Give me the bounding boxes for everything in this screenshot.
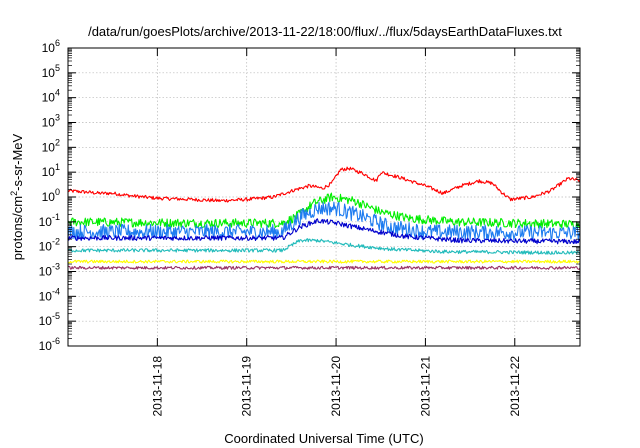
- x-tick-label: 2013-11-20: [329, 356, 343, 417]
- y-tick-label: 10-5: [39, 311, 60, 328]
- x-tick-label: 2013-11-18: [150, 356, 164, 417]
- series-line-2: [67, 192, 581, 229]
- y-tick-label: 10-6: [39, 336, 60, 353]
- chart-title: /data/run/goesPlots/archive/2013-11-22/1…: [88, 24, 562, 39]
- y-tick-label: 10-4: [39, 286, 60, 303]
- axis-ticks: 10-6 10-5 10-4 10-3 10-2 10-1 100 101 102 103 104 1…: [39, 38, 580, 417]
- series-line-1: [67, 166, 581, 203]
- y-axis-label: protons/cm2-s-sr-MeV: [9, 133, 25, 260]
- series-line-6: [67, 259, 581, 264]
- series-line-7: [67, 265, 581, 270]
- x-tick-label: 2013-11-22: [508, 356, 522, 417]
- x-tick-label: 2013-11-21: [418, 356, 432, 417]
- y-tick-label: 100: [42, 187, 60, 204]
- series-line-5: [67, 238, 581, 255]
- plot-series: [67, 166, 581, 270]
- y-tick-label: 10-1: [39, 212, 60, 229]
- x-axis-label: Coordinated Universal Time (UTC): [224, 431, 423, 446]
- y-tick-label: 10-3: [39, 262, 60, 279]
- y-tick-label: 101: [42, 162, 60, 179]
- y-tick-label: 103: [42, 113, 60, 130]
- y-tick-label: 10-2: [39, 237, 60, 254]
- x-tick-label: 2013-11-19: [240, 356, 254, 417]
- series-line-4: [67, 218, 581, 245]
- series-line-3: [67, 201, 581, 241]
- y-tick-label: 104: [42, 88, 60, 105]
- y-tick-label: 102: [42, 137, 60, 154]
- y-tick-label: 106: [42, 38, 60, 55]
- y-tick-label: 105: [42, 63, 60, 80]
